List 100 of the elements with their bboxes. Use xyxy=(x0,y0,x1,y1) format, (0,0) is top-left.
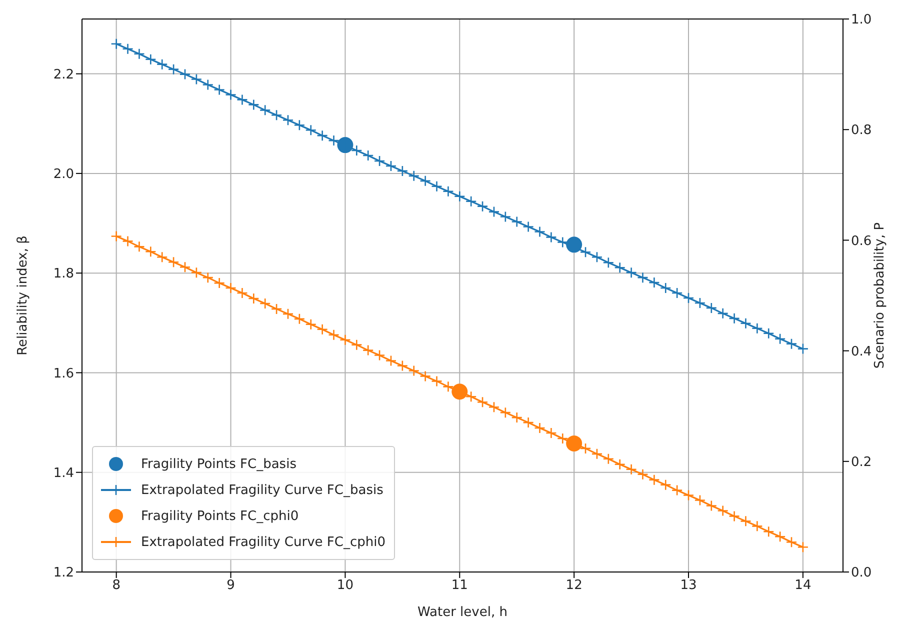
x-tick-label: 11 xyxy=(451,578,468,594)
point xyxy=(431,376,442,387)
point xyxy=(602,453,614,465)
point xyxy=(637,272,648,284)
point xyxy=(408,365,420,376)
point xyxy=(546,232,557,243)
point xyxy=(660,282,672,294)
point xyxy=(660,479,672,490)
y2-tick-label: 0.4 xyxy=(851,344,872,360)
x-tick-label: 9 xyxy=(226,578,235,594)
y-tick-label: 2.0 xyxy=(53,167,74,182)
point xyxy=(350,144,362,156)
y2-axis-title: Scenario probability, P xyxy=(872,222,888,369)
point xyxy=(706,302,718,314)
point xyxy=(774,333,786,344)
point xyxy=(566,236,582,253)
point xyxy=(316,324,328,336)
point xyxy=(740,318,752,330)
point xyxy=(648,276,660,288)
point xyxy=(270,303,282,315)
point xyxy=(248,99,260,110)
point xyxy=(671,287,683,299)
point xyxy=(337,137,354,154)
point xyxy=(122,43,134,55)
y2-tick-label: 0.0 xyxy=(851,566,872,581)
point xyxy=(534,422,546,434)
point xyxy=(328,134,340,146)
point xyxy=(786,338,798,350)
point xyxy=(305,318,317,330)
point xyxy=(671,484,683,496)
point xyxy=(602,256,614,268)
point xyxy=(374,155,386,167)
point xyxy=(694,297,706,309)
point xyxy=(385,355,397,366)
point xyxy=(580,442,592,454)
point xyxy=(259,104,271,116)
point xyxy=(420,175,431,187)
point xyxy=(752,520,763,532)
point xyxy=(374,350,386,361)
point xyxy=(476,396,488,408)
point xyxy=(717,505,728,516)
legend-label: Fragility Points FC_cphi0 xyxy=(141,508,299,524)
point xyxy=(797,541,809,553)
point xyxy=(145,246,156,258)
point xyxy=(648,474,660,486)
y-tick-label: 1.2 xyxy=(53,566,74,581)
point xyxy=(522,416,534,428)
point xyxy=(190,266,202,278)
point xyxy=(566,435,582,452)
point xyxy=(385,160,397,172)
point xyxy=(774,530,786,542)
point xyxy=(134,48,145,60)
x-tick-label: 13 xyxy=(680,578,697,594)
point xyxy=(214,277,225,289)
point xyxy=(556,236,568,248)
y2-tick-label: 0.8 xyxy=(851,123,872,138)
point xyxy=(465,196,477,207)
point xyxy=(294,313,306,325)
x-tick-label: 10 xyxy=(336,578,354,594)
point xyxy=(522,221,534,232)
y-axis-title: Reliability index, β xyxy=(16,236,31,356)
point xyxy=(340,334,351,346)
point xyxy=(350,339,362,350)
point xyxy=(614,458,626,470)
point xyxy=(717,308,728,320)
x-tick-label: 8 xyxy=(112,578,120,594)
point xyxy=(110,38,122,50)
point xyxy=(145,54,156,66)
point xyxy=(179,68,191,80)
point xyxy=(442,381,454,392)
point xyxy=(362,344,374,356)
point xyxy=(706,500,718,512)
point xyxy=(305,124,317,136)
point xyxy=(168,256,180,268)
point xyxy=(282,308,294,320)
point xyxy=(694,494,706,506)
point xyxy=(122,236,134,247)
y2-tick-label: 0.6 xyxy=(851,234,872,249)
point xyxy=(762,526,774,538)
point xyxy=(728,510,740,522)
point xyxy=(236,94,248,106)
point xyxy=(214,84,225,96)
point xyxy=(500,406,512,418)
legend-label: Extrapolated Fragility Curve FC_basis xyxy=(141,482,384,498)
point xyxy=(396,360,408,372)
point xyxy=(556,432,568,444)
point xyxy=(452,384,468,400)
point xyxy=(362,150,374,162)
point xyxy=(682,490,694,501)
point xyxy=(682,292,694,304)
point xyxy=(316,130,328,142)
point xyxy=(580,246,592,258)
point xyxy=(511,216,523,228)
point xyxy=(626,266,637,278)
point xyxy=(762,328,774,340)
x-axis-title: Water level, h xyxy=(418,605,508,620)
x-tick-label: 12 xyxy=(566,578,582,594)
point xyxy=(614,262,626,274)
point xyxy=(488,401,500,413)
y-tick-label: 1.8 xyxy=(53,266,74,282)
